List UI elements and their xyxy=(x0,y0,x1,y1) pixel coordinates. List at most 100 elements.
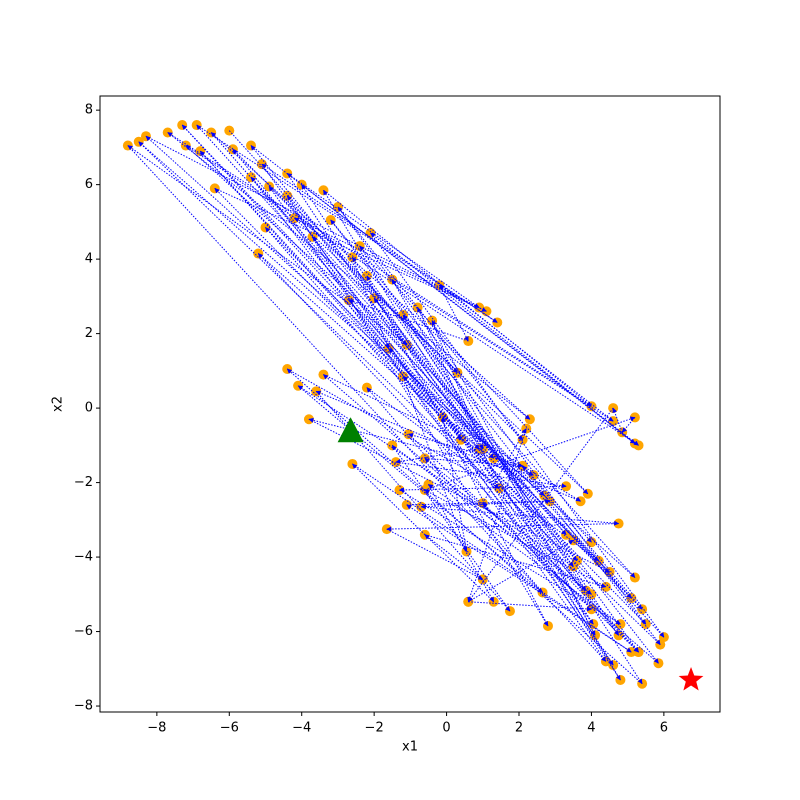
y-tick-label: −4 xyxy=(74,550,93,565)
path-arrow xyxy=(438,284,469,342)
x-tick-label: 6 xyxy=(660,721,668,736)
end-marker xyxy=(678,666,704,691)
x-tick-label: −8 xyxy=(147,721,166,736)
path-arrow xyxy=(424,457,524,468)
path-arrow xyxy=(286,195,578,562)
path-arrow xyxy=(388,348,610,573)
y-tick-label: 0 xyxy=(85,401,93,416)
y-tick-label: 8 xyxy=(85,103,93,118)
path-arrow xyxy=(402,314,643,685)
path-arrow xyxy=(431,320,596,636)
plot-frame xyxy=(99,95,721,713)
path-arrow xyxy=(261,163,498,323)
start-marker xyxy=(337,417,364,443)
path-arrow xyxy=(323,189,592,407)
y-tick-label: 2 xyxy=(85,326,93,341)
path-arrow xyxy=(572,539,643,610)
path-arrow xyxy=(330,219,458,374)
path-arrow xyxy=(257,253,480,450)
path-arrow xyxy=(370,232,665,638)
path-arrow xyxy=(438,284,614,422)
y-tick-label: −2 xyxy=(74,475,93,490)
path-arrow xyxy=(428,484,621,625)
path-arrow xyxy=(199,150,462,441)
path-arrow xyxy=(398,485,567,493)
path-arrow xyxy=(196,124,498,323)
path-arrow xyxy=(468,601,592,612)
path-arrow xyxy=(167,132,592,407)
path-arrow xyxy=(612,407,623,433)
path-arrow xyxy=(181,124,632,599)
path-arrow xyxy=(395,448,480,464)
path-arrow xyxy=(286,173,480,308)
path-arrow xyxy=(257,253,639,653)
path-arrow xyxy=(138,141,661,645)
y-axis-label: x2 xyxy=(51,396,66,412)
path-arrow xyxy=(424,416,636,491)
path-arrow xyxy=(395,461,567,489)
path-arrow xyxy=(522,465,643,610)
path-arrow xyxy=(127,145,607,662)
path-arrow xyxy=(467,428,527,603)
path-arrow xyxy=(417,307,500,489)
path-arrow xyxy=(373,297,659,664)
path-arrow xyxy=(391,444,511,612)
path-arrow xyxy=(424,534,484,580)
path-arrow xyxy=(294,217,589,495)
x-tick-label: −2 xyxy=(365,721,384,736)
path-arrow xyxy=(391,279,614,422)
path-arrow xyxy=(297,385,543,593)
path-arrow xyxy=(301,184,614,666)
path-arrow xyxy=(424,534,607,589)
path-arrow xyxy=(399,489,621,625)
x-axis-label: x1 xyxy=(402,740,418,755)
path-arrow xyxy=(127,145,408,346)
path-arrow xyxy=(294,217,487,312)
path-arrow xyxy=(348,299,469,342)
path-arrow xyxy=(386,523,619,532)
y-tick-label: −8 xyxy=(74,699,93,714)
path-arrow xyxy=(373,297,484,450)
y-tick-label: −6 xyxy=(74,624,93,639)
path-arrow xyxy=(424,457,592,595)
path-arrow xyxy=(352,463,632,653)
path-arrow xyxy=(621,417,636,433)
path-arrow xyxy=(312,236,632,599)
path-arrow xyxy=(417,307,596,636)
path-arrow xyxy=(386,528,484,580)
path-arrow xyxy=(286,368,643,685)
x-tick-label: 0 xyxy=(442,721,450,736)
path-arrow xyxy=(199,150,578,562)
path-arrow xyxy=(402,376,468,552)
path-arrow xyxy=(315,390,581,502)
path-arrow xyxy=(210,132,567,536)
path-arrow xyxy=(428,484,495,603)
path-arrow xyxy=(522,465,592,543)
path-arrow xyxy=(265,227,495,459)
path-arrow xyxy=(250,145,636,444)
path-arrow xyxy=(250,145,567,536)
path-arrow xyxy=(352,256,594,625)
path-arrow xyxy=(359,245,589,495)
path-arrow xyxy=(330,219,661,645)
path-arrow xyxy=(431,320,484,450)
path-arrow xyxy=(388,348,574,567)
path-arrow xyxy=(482,428,527,504)
path-arrow xyxy=(370,232,636,444)
path-arrow xyxy=(468,539,574,603)
path-arrow xyxy=(265,227,639,653)
path-arrow xyxy=(185,145,639,446)
x-tick-label: −4 xyxy=(292,721,311,736)
y-tick-label: 6 xyxy=(85,177,93,192)
x-tick-label: 2 xyxy=(515,721,523,736)
path-arrow xyxy=(308,418,610,573)
path-arrow xyxy=(167,132,531,420)
x-tick-label: −6 xyxy=(220,721,239,736)
path-arrow xyxy=(421,506,620,526)
path-arrow xyxy=(366,275,549,627)
path-arrow xyxy=(482,502,592,610)
path-arrow xyxy=(467,407,614,603)
path-arrow xyxy=(391,444,592,595)
y-tick-label: 4 xyxy=(85,252,93,267)
